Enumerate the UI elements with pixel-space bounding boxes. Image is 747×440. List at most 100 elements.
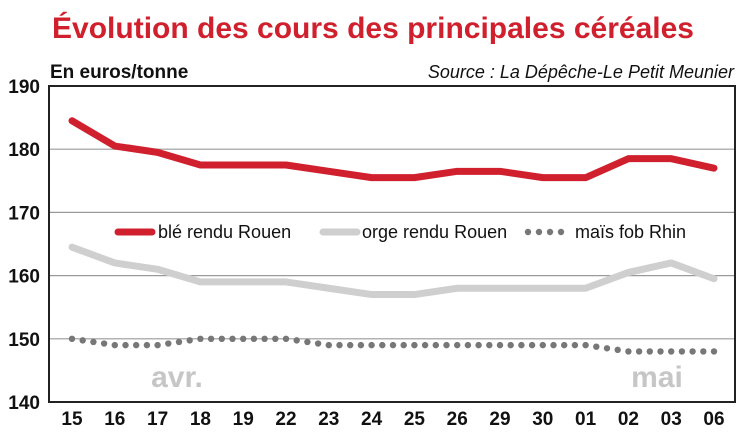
data-point-mais — [539, 341, 546, 349]
month-label-may: mai — [631, 361, 683, 394]
y-tick-label: 140 — [8, 393, 40, 414]
x-tick-label: 24 — [361, 409, 383, 430]
series-mais-dot — [261, 335, 268, 342]
y-tick-label: 190 — [8, 77, 40, 98]
series-mais-dot — [657, 348, 664, 355]
series-mais-dot — [475, 341, 482, 349]
data-point-mais — [411, 341, 418, 349]
series-mais-dot — [175, 338, 183, 346]
series-mais-dot — [486, 341, 493, 349]
y-axis-ticks: 140 150 160 170 180 190 — [8, 77, 40, 414]
series-mais-dot — [293, 337, 300, 344]
data-point-mais — [625, 348, 632, 355]
series-mais-dot — [379, 341, 386, 349]
series-mais-dot — [133, 341, 140, 349]
month-label-april: avr. — [151, 361, 203, 394]
series-mais-dot — [432, 341, 439, 349]
legend-swatch-mais-dot — [546, 228, 554, 236]
series-mais-dot — [603, 345, 611, 352]
x-tick-label: 06 — [703, 409, 724, 430]
y-tick-label: 180 — [8, 140, 40, 161]
series-mais-dot — [700, 348, 707, 355]
series-mais-dot — [143, 341, 151, 349]
data-point-mais — [496, 341, 504, 349]
series-line-ble — [68, 117, 718, 182]
series-mais-dot — [357, 341, 365, 349]
y-tick-label: 170 — [8, 203, 40, 224]
series-mais-dot — [314, 340, 322, 347]
data-point-mais — [197, 335, 204, 342]
data-point-mais — [368, 341, 375, 349]
series-mais-dot — [250, 335, 258, 342]
series-mais-dot — [571, 341, 579, 349]
gridlines — [49, 85, 735, 403]
series-mais-dot — [389, 341, 397, 349]
data-point-mais — [710, 348, 718, 355]
plot-frame — [48, 85, 736, 403]
data-point-mais — [111, 341, 119, 349]
series-mais-dot — [528, 341, 536, 349]
data-point-mais — [668, 348, 675, 355]
series-mais-dot — [678, 348, 686, 355]
chart-title: Évolution des cours des principales céré… — [52, 11, 694, 45]
legend: blé rendu Rouen orge rendu Rouen maïs fob … — [114, 222, 686, 242]
series-mais-dot — [689, 348, 696, 355]
series-mais-dot — [165, 340, 172, 347]
data-point-mais — [454, 341, 461, 349]
x-tick-label: 03 — [661, 409, 682, 430]
x-tick-label: 15 — [61, 409, 83, 430]
source-label: Source : La Dépêche-Le Petit Meunier — [428, 62, 735, 82]
x-tick-label: 16 — [104, 409, 125, 430]
series-mais-dot — [646, 348, 653, 355]
series-mais-dot — [347, 341, 354, 349]
series-line-orge — [68, 243, 718, 299]
data-point-mais — [240, 335, 247, 342]
series-mais-dot — [186, 337, 193, 344]
x-tick-label: 26 — [447, 409, 468, 430]
legend-label-ble: blé rendu Rouen — [158, 222, 291, 242]
x-tick-label: 17 — [147, 409, 168, 430]
x-tick-label: 01 — [575, 409, 597, 430]
series-mais-dot — [79, 337, 86, 344]
y-tick-label: 150 — [8, 330, 40, 351]
series-mais-dot — [507, 341, 514, 349]
series-lines — [68, 117, 718, 355]
series-mais-dot — [464, 341, 472, 349]
series-mais-dot — [272, 335, 279, 342]
x-axis-ticks: 15 16 17 18 19 22 23 24 25 26 29 30 01 02 03 06 — [61, 409, 724, 430]
series-mais-dot — [100, 340, 108, 347]
x-tick-label: 18 — [190, 409, 211, 430]
series-mais-dot — [635, 348, 643, 355]
series-mais-dot — [304, 338, 311, 346]
x-tick-label: 02 — [618, 409, 639, 430]
series-mais-dot — [550, 341, 557, 349]
y-tick-label: 160 — [8, 267, 40, 288]
data-point-mais — [68, 335, 76, 342]
series-mais-dot — [90, 338, 97, 346]
series-mais-dot — [614, 346, 621, 354]
x-tick-label: 30 — [532, 409, 553, 430]
series-mais-dot — [593, 343, 600, 350]
data-point-mais — [282, 335, 290, 342]
series-mais-dot — [336, 341, 343, 349]
x-tick-label: 23 — [318, 409, 339, 430]
legend-swatch-mais-dot — [535, 228, 543, 236]
legend-swatch-mais-dot — [524, 228, 532, 236]
legend-label-orge: orge rendu Rouen — [362, 222, 507, 242]
series-mais-dot — [400, 341, 407, 349]
data-point-mais — [582, 341, 589, 349]
series-mais-dot — [207, 335, 215, 342]
x-tick-label: 22 — [275, 409, 296, 430]
y-axis-unit-label: En euros/tonne — [50, 62, 188, 83]
series-mais-dot — [229, 335, 236, 342]
legend-label-mais: maïs fob Rhin — [575, 222, 686, 242]
x-tick-label: 29 — [489, 409, 510, 430]
series-mais-dot — [421, 341, 429, 349]
legend-swatch-mais-dot — [557, 228, 565, 236]
data-point-mais — [325, 341, 332, 349]
data-point-mais — [154, 341, 161, 349]
x-tick-label: 25 — [404, 409, 426, 430]
series-mais-dot — [518, 341, 525, 349]
series-mais-dot — [443, 341, 450, 349]
